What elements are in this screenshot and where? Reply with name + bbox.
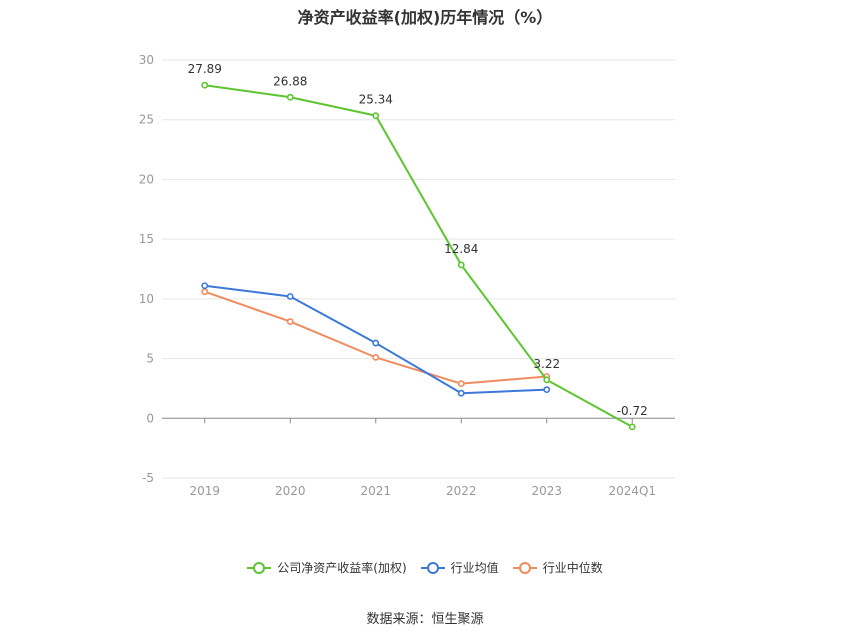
data-point [286, 293, 294, 300]
x-tick-label: 2022 [446, 484, 477, 498]
series-line [204, 290, 547, 385]
x-tick-label: 2021 [360, 484, 391, 498]
y-tick-label: 25 [139, 113, 154, 127]
x-tick-label: 2023 [531, 484, 562, 498]
data-point [372, 353, 380, 361]
y-tick-label: 0 [146, 411, 154, 425]
data-label: 12.84 [444, 242, 478, 256]
data-point [372, 112, 380, 120]
x-tick-label: 2020 [275, 484, 306, 498]
legend-item[interactable]: 行业中位数 [512, 559, 603, 576]
legend-swatch-icon [247, 561, 272, 574]
y-tick-label: 15 [139, 232, 154, 246]
data-point [543, 386, 551, 394]
axes: -5 0 5 10 15 20 25 30 2019 2020 2021 2022 2023 2024Q1 [139, 53, 675, 498]
data-label: 25.34 [359, 93, 393, 107]
data-point [201, 81, 209, 89]
data-source: 数据来源：恒生聚源 [366, 612, 484, 627]
series-line [204, 284, 547, 395]
data-point [457, 380, 465, 388]
data-point [628, 423, 636, 431]
data-point [457, 389, 465, 397]
chart-title: 净资产收益率(加权)历年情况（%） [297, 8, 553, 27]
legend: 公司净资产收益率(加权) 行业均值 行业中位数 [0, 559, 850, 576]
data-label: 26.88 [273, 74, 307, 88]
data-point [201, 288, 209, 296]
data-label: 3.22 [533, 357, 560, 371]
data-point [372, 339, 380, 347]
series-line [204, 84, 633, 428]
x-tick-label: 2019 [189, 484, 220, 498]
grid-lines [162, 59, 675, 479]
x-tick-label: 2024Q1 [608, 484, 656, 498]
data-point [201, 282, 209, 290]
legend-label: 公司净资产收益率(加权) [277, 561, 407, 575]
y-tick-label: 20 [139, 172, 154, 186]
y-tick-label: 30 [139, 53, 154, 67]
series-lines [201, 81, 636, 431]
legend-label: 行业均值 [450, 561, 499, 575]
legend-swatch-icon [420, 561, 445, 574]
legend-swatch-icon [512, 561, 537, 574]
legend-item[interactable]: 行业均值 [420, 559, 499, 576]
y-tick-label: -5 [142, 471, 154, 485]
data-point [286, 318, 294, 325]
data-point [543, 376, 551, 384]
data-point [457, 261, 465, 269]
legend-label: 行业中位数 [542, 561, 603, 575]
data-labels: 27.89 26.88 25.34 12.84 3.22 -0.72 [188, 62, 648, 418]
y-tick-label: 5 [146, 352, 154, 366]
data-label: -0.72 [617, 404, 648, 418]
data-label: 27.89 [188, 62, 222, 76]
y-tick-label: 10 [139, 292, 154, 306]
legend-item[interactable]: 公司净资产收益率(加权) [247, 559, 407, 576]
data-point [286, 93, 294, 101]
